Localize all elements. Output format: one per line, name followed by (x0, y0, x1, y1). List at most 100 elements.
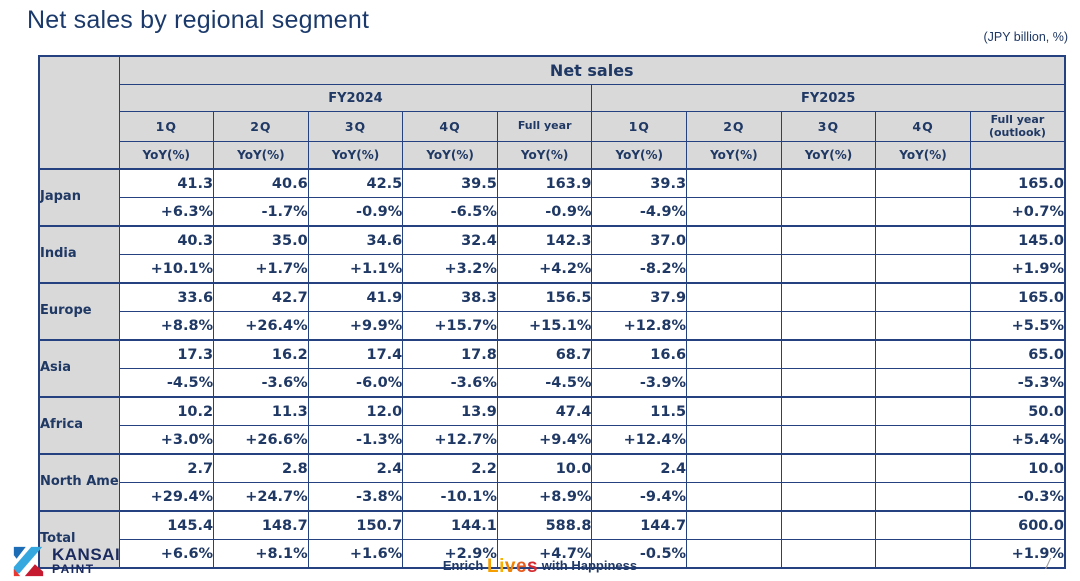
value-cell: 2.7 (118, 453, 215, 483)
quarter-header: Full year (outlook) (969, 111, 1066, 142)
value-cell: 144.1 (402, 510, 498, 540)
value-cell: 39.3 (591, 168, 688, 198)
value-cell (686, 168, 782, 198)
yoy-header: YoY(%) (496, 141, 593, 170)
yoy-cell: -3.6% (213, 368, 309, 398)
table-row: Asia 17.3 16.2 17.4 17.8 68.7 16.6 65.0 (38, 339, 1066, 398)
yoy-cell: +15.1% (496, 311, 593, 341)
yoy-header: YoY(%) (591, 141, 688, 170)
value-cell: 2.4 (591, 453, 688, 483)
corner-cell (38, 55, 120, 170)
value-cell: 165.0 (969, 168, 1066, 198)
yoy-cell: -6.0% (307, 368, 404, 398)
tagline-accent-letter: L (486, 556, 500, 577)
value-cell (686, 453, 782, 483)
value-cell: 38.3 (402, 282, 498, 312)
yoy-cell (686, 254, 782, 284)
region-label: India (38, 225, 120, 284)
value-cell (780, 225, 877, 255)
table-row-yoy: +10.1% +1.7% +1.1% +3.2% +4.2% -8.2% +1.9% (39, 254, 1066, 284)
yoy-cell: +0.7% (969, 197, 1066, 227)
yoy-cell (686, 368, 782, 398)
yoy-cell (875, 425, 971, 455)
yoy-header: YoY(%) (875, 141, 971, 170)
fiscal-year-header: FY2025 (591, 84, 1066, 112)
region-label: North America (38, 453, 120, 512)
value-cell: 37.0 (591, 225, 688, 255)
yoy-cell: +6.3% (118, 197, 215, 227)
page-number-separator: / (1045, 556, 1050, 573)
table-row-yoy: +3.0% +26.6% -1.3% +12.7% +9.4% +12.4% +5.4% (39, 425, 1066, 455)
yoy-cell: +8.1% (213, 539, 309, 569)
yoy-cell (686, 425, 782, 455)
quarter-header: 3Q (307, 111, 404, 142)
table-row-yoy: +29.4% +24.7% -3.8% -10.1% +8.9% -9.4% -0.3% (39, 482, 1066, 512)
value-cell: 37.9 (591, 282, 688, 312)
quarter-header: 4Q (875, 111, 971, 142)
table-row-yoy: +6.6% +8.1% +1.6% +2.9% +4.7% -0.5% +1.9% (39, 539, 1066, 569)
yoy-cell: +8.8% (118, 311, 215, 341)
yoy-header: YoY(%) (213, 141, 309, 170)
tagline-accent-letter: e (515, 556, 528, 577)
value-cell (686, 225, 782, 255)
value-cell: 41.3 (118, 168, 215, 198)
yoy-cell: -5.3% (969, 368, 1066, 398)
value-cell: 165.0 (969, 282, 1066, 312)
region-label: Asia (38, 339, 120, 398)
yoy-header: YoY(%) (686, 141, 782, 170)
quarter-header: 2Q (686, 111, 782, 142)
value-cell: 156.5 (496, 282, 593, 312)
value-cell (780, 282, 877, 312)
yoy-cell: +8.9% (496, 482, 593, 512)
yoy-cell: +12.8% (591, 311, 688, 341)
value-cell (875, 396, 971, 426)
quarter-header: 4Q (402, 111, 498, 142)
value-cell: 16.2 (213, 339, 309, 369)
yoy-header: YoY(%) (402, 141, 498, 170)
yoy-cell: +4.2% (496, 254, 593, 284)
yoy-cell: +12.4% (591, 425, 688, 455)
value-cell (780, 453, 877, 483)
value-cell (686, 339, 782, 369)
value-cell: 33.6 (118, 282, 215, 312)
value-cell: 47.4 (496, 396, 593, 426)
yoy-cell: +12.7% (402, 425, 498, 455)
yoy-cell: +2.9% (402, 539, 498, 569)
yoy-cell (780, 482, 877, 512)
region-label: Africa (38, 396, 120, 455)
table-row-yoy: -4.5% -3.6% -6.0% -3.6% -4.5% -3.9% -5.3% (39, 368, 1066, 398)
yoy-header: YoY(%) (780, 141, 877, 170)
yoy-cell: +26.6% (213, 425, 309, 455)
yoy-cell: +29.4% (118, 482, 215, 512)
company-tagline: Enrich Lives with Happiness (0, 556, 1080, 578)
value-cell: 50.0 (969, 396, 1066, 426)
value-cell: 40.6 (213, 168, 309, 198)
yoy-cell: -4.9% (591, 197, 688, 227)
yoy-header: YoY(%) (118, 141, 215, 170)
value-cell: 17.3 (118, 339, 215, 369)
yoy-cell: +1.9% (969, 539, 1066, 569)
value-cell: 39.5 (402, 168, 498, 198)
value-cell: 148.7 (213, 510, 309, 540)
net-sales-table: Net sales FY2024 FY2025 1Q 2Q 3Q 4Q Full year 1Q… (38, 55, 1066, 569)
yoy-cell (875, 197, 971, 227)
kansai-paint-k-icon (13, 546, 44, 577)
value-cell: 34.6 (307, 225, 404, 255)
yoy-cell (780, 368, 877, 398)
yoy-cell (686, 539, 782, 569)
table-row: India 40.3 35.0 34.6 32.4 142.3 37.0 145.0 (38, 225, 1066, 284)
tagline-suffix: with Happiness (541, 558, 638, 573)
yoy-cell: +3.0% (118, 425, 215, 455)
value-cell (780, 339, 877, 369)
value-cell (875, 453, 971, 483)
company-logo: KANSAI PAINT (12, 545, 120, 578)
value-cell: 10.0 (969, 453, 1066, 483)
value-cell: 65.0 (969, 339, 1066, 369)
yoy-cell: -1.3% (307, 425, 404, 455)
tagline-accent-letter: i (499, 556, 505, 577)
value-cell: 16.6 (591, 339, 688, 369)
value-cell: 145.0 (969, 225, 1066, 255)
value-cell: 144.7 (591, 510, 688, 540)
value-cell (686, 282, 782, 312)
value-cell: 163.9 (496, 168, 593, 198)
